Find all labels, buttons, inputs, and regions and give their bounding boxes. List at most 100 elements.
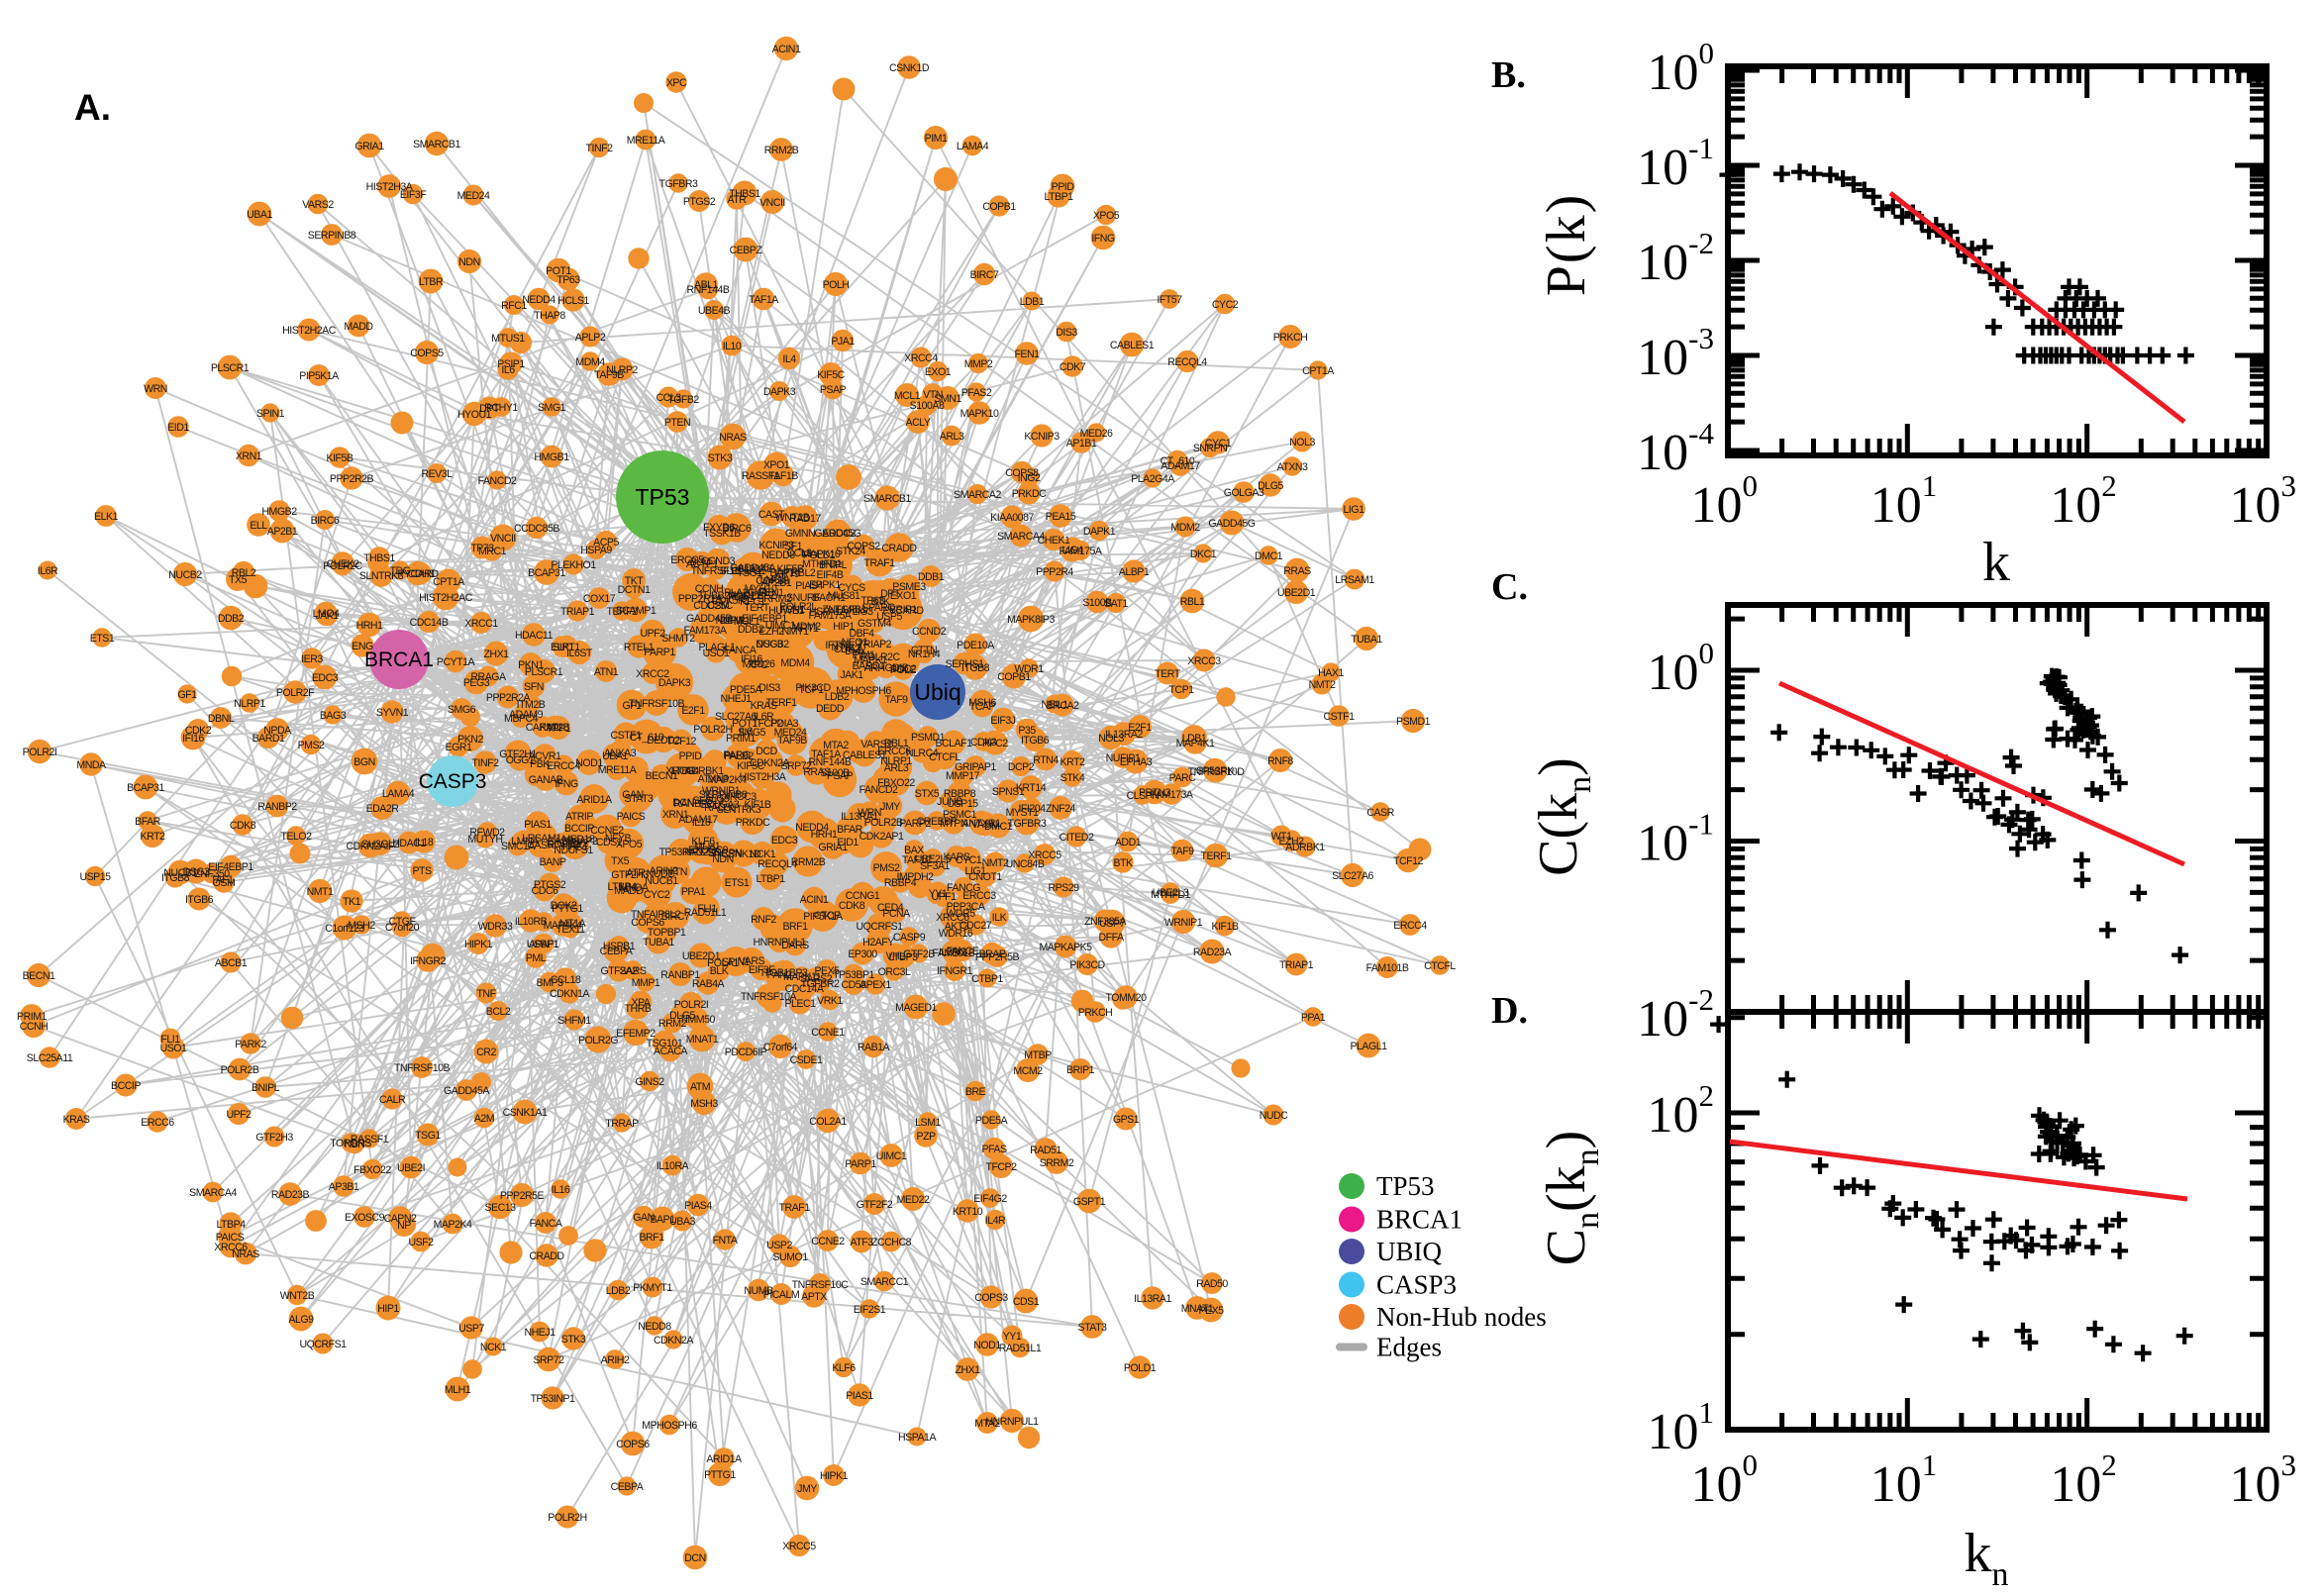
svg-text:IFNG: IFNG xyxy=(1091,233,1115,245)
svg-text:LTBP4: LTBP4 xyxy=(216,1219,246,1231)
svg-text:TP63: TP63 xyxy=(860,595,884,607)
svg-text:STX5: STX5 xyxy=(915,788,940,800)
svg-text:SLNTRK3: SLNTRK3 xyxy=(359,570,404,582)
svg-text:RASSF1: RASSF1 xyxy=(742,470,780,482)
svg-text:KIF5C: KIF5C xyxy=(737,760,764,772)
svg-text:NMT2: NMT2 xyxy=(982,857,1009,869)
svg-text:TRIAP1: TRIAP1 xyxy=(560,606,595,618)
svg-text:BECN1: BECN1 xyxy=(646,770,678,782)
svg-text:ING2: ING2 xyxy=(1018,472,1041,484)
svg-text:MMP2: MMP2 xyxy=(964,358,993,370)
svg-text:CDC27: CDC27 xyxy=(960,920,992,932)
svg-text:NEDD4: NEDD4 xyxy=(522,294,556,306)
svg-text:FANCA: FANCA xyxy=(530,1218,563,1230)
svg-text:HMGB1: HMGB1 xyxy=(534,451,569,463)
svg-text:DDB1: DDB1 xyxy=(918,571,945,583)
svg-text:ZCCHC8: ZCCHC8 xyxy=(871,1237,912,1248)
svg-text:TRIAP1: TRIAP1 xyxy=(1279,959,1314,971)
svg-text:C(kn): C(kn) xyxy=(1528,757,1598,876)
svg-text:TRRAP: TRRAP xyxy=(605,1118,639,1130)
svg-text:HSPA1A: HSPA1A xyxy=(898,1432,937,1444)
svg-text:PSMD1: PSMD1 xyxy=(911,732,946,744)
svg-text:PLEKHO1: PLEKHO1 xyxy=(551,559,596,571)
svg-text:LRSAM1: LRSAM1 xyxy=(522,833,561,845)
svg-text:NUFIP1: NUFIP1 xyxy=(1106,752,1141,764)
svg-text:STK4: STK4 xyxy=(1060,772,1085,784)
svg-text:STAT3: STAT3 xyxy=(625,793,655,805)
svg-text:DDB2: DDB2 xyxy=(738,624,764,636)
svg-text:USF2: USF2 xyxy=(408,1237,434,1248)
svg-text:FAM175A: FAM175A xyxy=(808,610,852,622)
svg-text:PRKCH: PRKCH xyxy=(1078,1007,1113,1019)
svg-text:SEC13: SEC13 xyxy=(484,1202,516,1214)
svg-text:MTBP: MTBP xyxy=(1024,1049,1052,1061)
svg-text:IL2RG: IL2RG xyxy=(939,947,966,958)
svg-text:POLR2F: POLR2F xyxy=(276,687,315,699)
svg-text:CASP9: CASP9 xyxy=(893,932,926,944)
svg-text:RANBP1: RANBP1 xyxy=(660,969,700,981)
svg-text:DLG5: DLG5 xyxy=(669,1010,695,1022)
svg-text:MRE11A: MRE11A xyxy=(627,135,666,147)
svg-text:TERF2: TERF2 xyxy=(606,606,638,618)
svg-text:GTF2F2: GTF2F2 xyxy=(857,1199,893,1211)
svg-text:PARG: PARG xyxy=(723,749,750,761)
svg-text:DMC1: DMC1 xyxy=(1255,550,1283,562)
svg-text:BFAR: BFAR xyxy=(837,824,863,836)
svg-text:UPF2: UPF2 xyxy=(226,1109,252,1121)
svg-text:RAD17: RAD17 xyxy=(789,513,821,525)
svg-text:TAF1A: TAF1A xyxy=(749,294,779,306)
svg-text:HNRNPUL1: HNRNPUL1 xyxy=(985,1416,1039,1428)
svg-text:C7orf64: C7orf64 xyxy=(763,1042,798,1053)
svg-text:XPO5: XPO5 xyxy=(1093,210,1120,222)
svg-text:THAP8: THAP8 xyxy=(534,310,565,322)
svg-text:BRF1: BRF1 xyxy=(639,1232,664,1244)
svg-text:RBL2: RBL2 xyxy=(791,567,816,579)
svg-text:XPC: XPC xyxy=(666,77,687,89)
svg-text:CPT1A: CPT1A xyxy=(433,576,465,588)
svg-text:HAX1: HAX1 xyxy=(562,841,588,852)
svg-text:VNCII: VNCII xyxy=(490,533,516,545)
svg-text:PPA1: PPA1 xyxy=(1301,1012,1326,1024)
svg-text:BNIPL: BNIPL xyxy=(252,1082,280,1094)
svg-text:ATF3: ATF3 xyxy=(850,1237,873,1248)
svg-text:SHFM1: SHFM1 xyxy=(557,1015,591,1027)
svg-text:ALG9: ALG9 xyxy=(288,1314,314,1326)
svg-text:POLR2B: POLR2B xyxy=(221,1064,259,1076)
svg-text:SMARCA2: SMARCA2 xyxy=(954,489,1001,501)
svg-text:ACIN1: ACIN1 xyxy=(772,44,801,55)
svg-text:AP2B1: AP2B1 xyxy=(267,526,298,538)
svg-text:TAF1B: TAF1B xyxy=(768,470,798,482)
svg-text:k: k xyxy=(1982,532,2010,593)
svg-text:RNF144B: RNF144B xyxy=(686,284,729,296)
svg-text:MYH10: MYH10 xyxy=(745,583,777,595)
svg-text:CDC6: CDC6 xyxy=(532,885,558,897)
svg-text:TCF12: TCF12 xyxy=(666,736,696,748)
svg-text:GAN: GAN xyxy=(633,1212,654,1224)
svg-text:CCDC85B: CCDC85B xyxy=(514,523,559,535)
svg-text:UBE2D1: UBE2D1 xyxy=(1277,587,1316,599)
svg-text:SP53RK: SP53RK xyxy=(1196,765,1234,777)
svg-text:CDC25C: CDC25C xyxy=(693,600,733,612)
svg-text:TAF9B: TAF9B xyxy=(777,735,807,747)
svg-text:MED18: MED18 xyxy=(562,834,595,846)
svg-text:CABLES1: CABLES1 xyxy=(843,749,887,761)
svg-text:ANXA3: ANXA3 xyxy=(604,748,637,759)
svg-text:POLR2G: POLR2G xyxy=(578,1035,618,1047)
svg-text:RPS29: RPS29 xyxy=(1048,882,1079,894)
svg-text:GTF2H3: GTF2H3 xyxy=(255,1132,293,1144)
svg-text:GPS1: GPS1 xyxy=(1113,1114,1140,1126)
svg-text:CED4: CED4 xyxy=(877,902,904,914)
svg-text:PIAS1: PIAS1 xyxy=(846,1390,873,1402)
svg-text:TOPBP1: TOPBP1 xyxy=(648,927,686,939)
svg-text:APLP2: APLP2 xyxy=(575,332,606,344)
svg-text:MCL1: MCL1 xyxy=(894,390,921,402)
svg-text:EIF4EBP1: EIF4EBP1 xyxy=(742,613,787,625)
svg-text:TP53: TP53 xyxy=(1376,1171,1435,1201)
svg-text:DEDD2: DEDD2 xyxy=(647,735,680,747)
svg-text:COPB1: COPB1 xyxy=(997,671,1031,683)
svg-text:CDK5R1: CDK5R1 xyxy=(712,595,751,607)
svg-text:SRP72: SRP72 xyxy=(533,1354,564,1366)
svg-text:DPT: DPT xyxy=(479,403,500,415)
svg-text:KRAS: KRAS xyxy=(63,1114,90,1126)
svg-text:ARIH2: ARIH2 xyxy=(650,865,678,877)
